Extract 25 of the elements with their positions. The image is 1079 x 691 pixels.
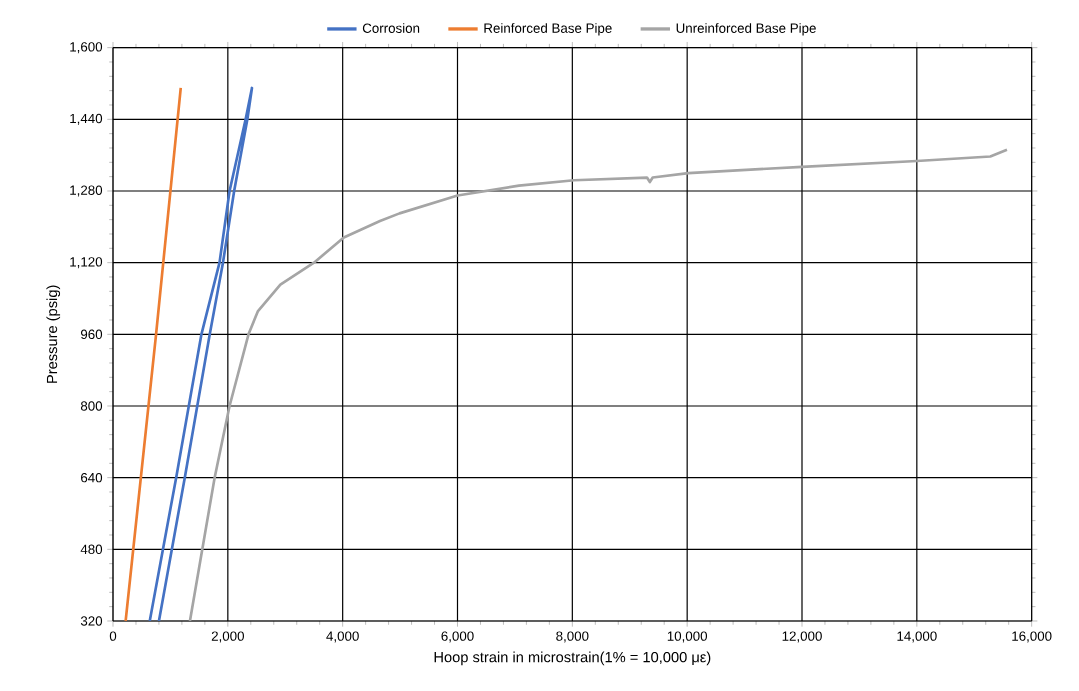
- x-tick-label: 4,000: [326, 631, 359, 643]
- y-tick-label: 960: [80, 329, 103, 340]
- x-tick-label: 10,000: [667, 631, 708, 643]
- y-tick-label: 1,280: [70, 185, 103, 197]
- line-series: [188, 148, 1009, 621]
- legend-label: Corrosion: [362, 23, 420, 33]
- y-tick-label: 320: [80, 616, 103, 626]
- y-tick-label: 1,440: [70, 113, 103, 125]
- x-tick-label: 16,000: [1012, 631, 1052, 643]
- x-tick-label: 8,000: [556, 631, 589, 643]
- y-tick-label: 640: [81, 472, 103, 483]
- x-axis-title: Hoop strain in microstrain(1% = 10,000 με): [434, 651, 711, 666]
- y-axis-title: Pressure (psig): [46, 285, 61, 383]
- x-tick-label: 12,000: [782, 631, 822, 643]
- line-series: [148, 86, 254, 621]
- y-tick-label: 1,600: [70, 42, 103, 54]
- y-tick-label: 800: [80, 401, 103, 411]
- y-tick-label: 480: [80, 544, 103, 555]
- legend-label: Reinforced Base Pipe: [484, 23, 612, 36]
- x-tick-label: 6,000: [441, 631, 474, 643]
- x-tick-label: 0: [109, 631, 117, 641]
- x-tick-label: 2,000: [211, 631, 244, 643]
- x-tick-label: 14,000: [897, 631, 937, 643]
- y-tick-label: 1,120: [70, 257, 103, 269]
- legend-label: Unreinforced Base Pipe: [676, 23, 816, 36]
